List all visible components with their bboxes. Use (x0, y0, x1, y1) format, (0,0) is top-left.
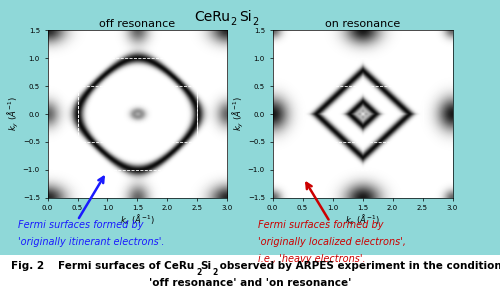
Bar (302, 86, 422, 142)
Text: Si: Si (239, 10, 252, 24)
Y-axis label: $k_y$ ($\AA^{-1}$): $k_y$ ($\AA^{-1}$) (231, 97, 246, 131)
Title: off resonance: off resonance (100, 19, 176, 29)
Text: 'originally itinerant electrons'.: 'originally itinerant electrons'. (18, 237, 164, 247)
Bar (78, 86, 198, 142)
Text: Si: Si (200, 261, 211, 271)
Text: 'originally localized electrons',: 'originally localized electrons', (258, 237, 406, 247)
X-axis label: $k_x$ ($\AA^{-1}$): $k_x$ ($\AA^{-1}$) (120, 213, 155, 227)
Text: 'off resonance' and 'on resonance': 'off resonance' and 'on resonance' (149, 278, 351, 288)
Y-axis label: $k_y$ ($\AA^{-1}$): $k_y$ ($\AA^{-1}$) (6, 97, 22, 131)
Bar (302, 58, 422, 170)
Text: Fig. 2: Fig. 2 (11, 261, 44, 271)
Text: 2: 2 (230, 17, 236, 27)
Bar (78, 58, 198, 170)
Text: 2: 2 (196, 268, 201, 277)
Text: Fermi surfaces of CeRu: Fermi surfaces of CeRu (58, 261, 194, 271)
Text: 2: 2 (252, 17, 259, 27)
Text: Fermi surfaces formed by: Fermi surfaces formed by (258, 220, 383, 230)
Text: i.e., 'heavy electrons'.: i.e., 'heavy electrons'. (258, 254, 365, 264)
Text: 2: 2 (212, 268, 218, 277)
Title: on resonance: on resonance (325, 19, 400, 29)
X-axis label: $k_x$ ($\AA^{-1}$): $k_x$ ($\AA^{-1}$) (345, 213, 380, 227)
Text: CeRu: CeRu (194, 10, 230, 24)
Text: Fermi surfaces formed by: Fermi surfaces formed by (18, 220, 143, 230)
Text: observed by ARPES experiment in the conditions of: observed by ARPES experiment in the cond… (216, 261, 500, 271)
